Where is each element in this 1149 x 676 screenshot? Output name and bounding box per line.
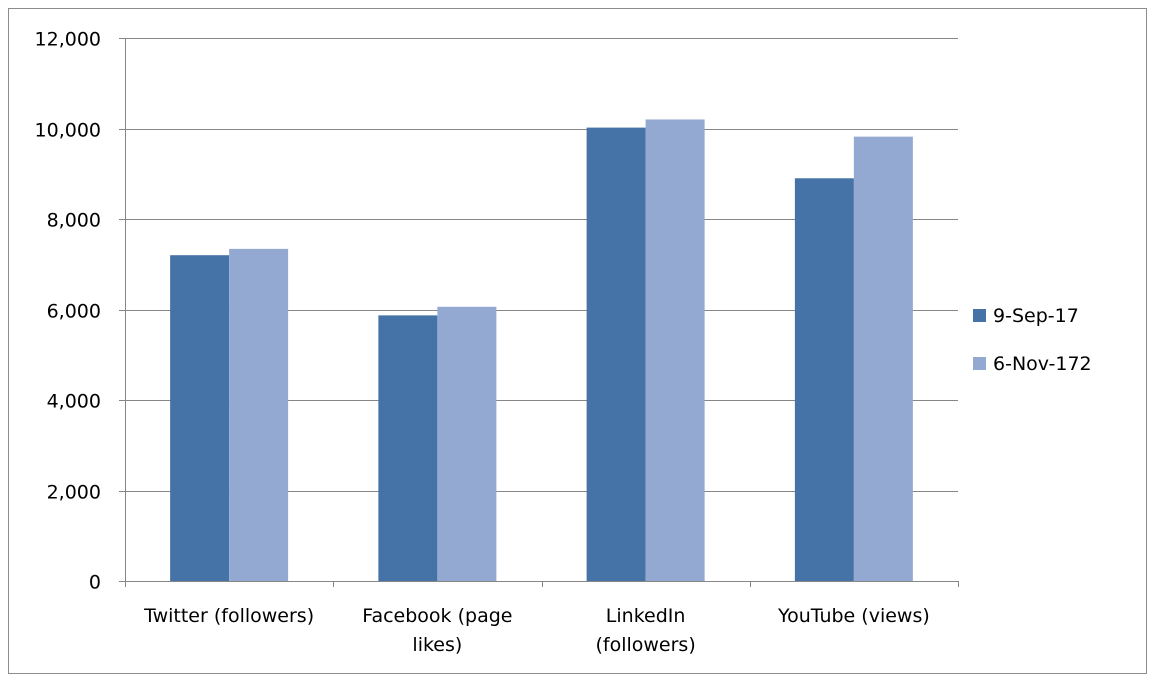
y-axis-ticks: 0 2,000 4,000 6,000 8,000 10,000 12,000 (35, 29, 125, 594)
bar-9-sep-17-2 (586, 127, 646, 581)
x-category-label: LinkedIn (606, 605, 686, 627)
bar-9-sep-17-1 (378, 315, 438, 581)
x-category-label: (followers) (595, 634, 695, 656)
bar-6-nov-172-1 (437, 306, 497, 581)
legend: 9-Sep-17 6-Nov-172 (973, 305, 1092, 375)
bar-6-nov-172-0 (229, 248, 289, 582)
bars (170, 119, 913, 582)
y-tick-label: 8,000 (47, 210, 101, 232)
legend-label: 6-Nov-172 (993, 353, 1092, 375)
y-tick-label: 6,000 (47, 301, 101, 323)
x-category-label: Facebook (page (362, 605, 512, 627)
y-tick-label: 12,000 (35, 29, 101, 51)
axes (125, 38, 959, 587)
bar-6-nov-172-3 (853, 136, 913, 581)
y-tick-label: 4,000 (47, 391, 101, 413)
bar-9-sep-17-0 (170, 255, 230, 581)
legend-swatch (973, 309, 986, 322)
y-tick-label: 10,000 (35, 120, 101, 142)
x-category-label: YouTube (views) (777, 605, 930, 627)
x-category-label: likes) (412, 634, 462, 656)
bar-6-nov-172-2 (645, 119, 705, 581)
x-category-label: Twitter (followers) (143, 605, 314, 627)
y-tick-label: 0 (89, 572, 101, 594)
legend-label: 9-Sep-17 (993, 305, 1079, 327)
legend-swatch (973, 357, 986, 370)
bar-9-sep-17-3 (794, 178, 854, 581)
x-axis-categories: Twitter (followers) Facebook (page likes) L… (143, 605, 930, 656)
y-tick-label: 2,000 (47, 482, 101, 504)
